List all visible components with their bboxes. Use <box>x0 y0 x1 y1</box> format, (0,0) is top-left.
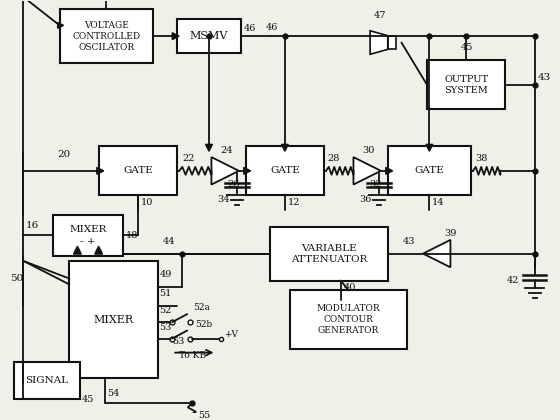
Text: 32: 32 <box>369 179 381 189</box>
Polygon shape <box>282 144 288 151</box>
Text: 42: 42 <box>507 276 520 285</box>
Polygon shape <box>212 157 239 184</box>
Text: 52: 52 <box>160 306 172 315</box>
Text: GATE: GATE <box>414 166 444 175</box>
Text: 46: 46 <box>244 24 256 33</box>
FancyBboxPatch shape <box>69 261 157 378</box>
Text: 10: 10 <box>141 198 153 207</box>
Polygon shape <box>95 246 102 254</box>
FancyBboxPatch shape <box>270 227 388 281</box>
Polygon shape <box>73 246 81 254</box>
Text: 18: 18 <box>126 231 139 240</box>
Text: OUTPUT
SYSTEM: OUTPUT SYSTEM <box>444 75 488 94</box>
Polygon shape <box>426 144 433 151</box>
Text: 53: 53 <box>160 323 172 332</box>
Polygon shape <box>370 31 388 54</box>
Text: 30: 30 <box>362 146 375 155</box>
Text: 22: 22 <box>182 154 194 163</box>
Text: MSMV: MSMV <box>190 31 228 41</box>
Polygon shape <box>244 168 251 174</box>
Text: 47: 47 <box>374 11 386 20</box>
Text: 20: 20 <box>58 150 71 159</box>
Text: 40: 40 <box>344 284 356 292</box>
FancyBboxPatch shape <box>290 290 407 349</box>
FancyBboxPatch shape <box>13 362 80 399</box>
FancyBboxPatch shape <box>427 60 505 109</box>
FancyBboxPatch shape <box>59 9 153 63</box>
FancyBboxPatch shape <box>177 19 241 53</box>
Text: 50: 50 <box>10 273 23 283</box>
Text: 45: 45 <box>461 43 474 52</box>
Text: 43: 43 <box>403 237 415 246</box>
Polygon shape <box>353 157 381 184</box>
Polygon shape <box>172 33 179 39</box>
Text: 55: 55 <box>198 411 210 420</box>
Text: 43: 43 <box>538 73 551 82</box>
Text: 46: 46 <box>265 23 278 32</box>
Text: 51: 51 <box>160 289 172 298</box>
Text: VOLTAGE
CONTROLLED
OSCILATOR: VOLTAGE CONTROLLED OSCILATOR <box>72 21 140 52</box>
Text: SIGNAL: SIGNAL <box>25 376 68 385</box>
Text: MIXER
- +: MIXER - + <box>69 226 107 246</box>
Polygon shape <box>58 22 63 28</box>
FancyBboxPatch shape <box>53 215 123 256</box>
Text: GATE: GATE <box>270 166 300 175</box>
Text: 39: 39 <box>445 229 457 238</box>
Text: 44: 44 <box>162 237 175 246</box>
FancyBboxPatch shape <box>246 146 324 195</box>
FancyBboxPatch shape <box>388 146 471 195</box>
Text: 26: 26 <box>227 179 240 189</box>
FancyBboxPatch shape <box>99 146 177 195</box>
Polygon shape <box>97 168 104 174</box>
Text: 53: 53 <box>172 337 185 346</box>
Text: 49: 49 <box>160 270 172 279</box>
Polygon shape <box>386 168 393 174</box>
Text: 28: 28 <box>327 154 339 163</box>
Text: 38: 38 <box>475 154 487 163</box>
Text: To KB: To KB <box>179 351 206 360</box>
Text: 54: 54 <box>108 389 120 398</box>
Bar <box>388 36 395 50</box>
Text: MIXER: MIXER <box>94 315 133 325</box>
Polygon shape <box>423 240 450 267</box>
Text: GATE: GATE <box>123 166 153 175</box>
Text: 24: 24 <box>220 146 233 155</box>
Text: 12: 12 <box>288 198 300 207</box>
Text: 14: 14 <box>432 198 445 207</box>
Polygon shape <box>206 144 212 151</box>
Text: 16: 16 <box>25 220 39 230</box>
Text: 52a: 52a <box>193 303 209 312</box>
Text: MODULATOR
CONTOUR
GENERATOR: MODULATOR CONTOUR GENERATOR <box>317 304 380 335</box>
Text: 34: 34 <box>217 195 230 204</box>
Text: +V: +V <box>224 330 238 339</box>
Text: 36: 36 <box>360 195 372 204</box>
Text: VARIABLE
ATTENUATOR: VARIABLE ATTENUATOR <box>291 244 367 264</box>
Text: 52b: 52b <box>195 320 212 329</box>
Text: 45: 45 <box>82 395 95 404</box>
